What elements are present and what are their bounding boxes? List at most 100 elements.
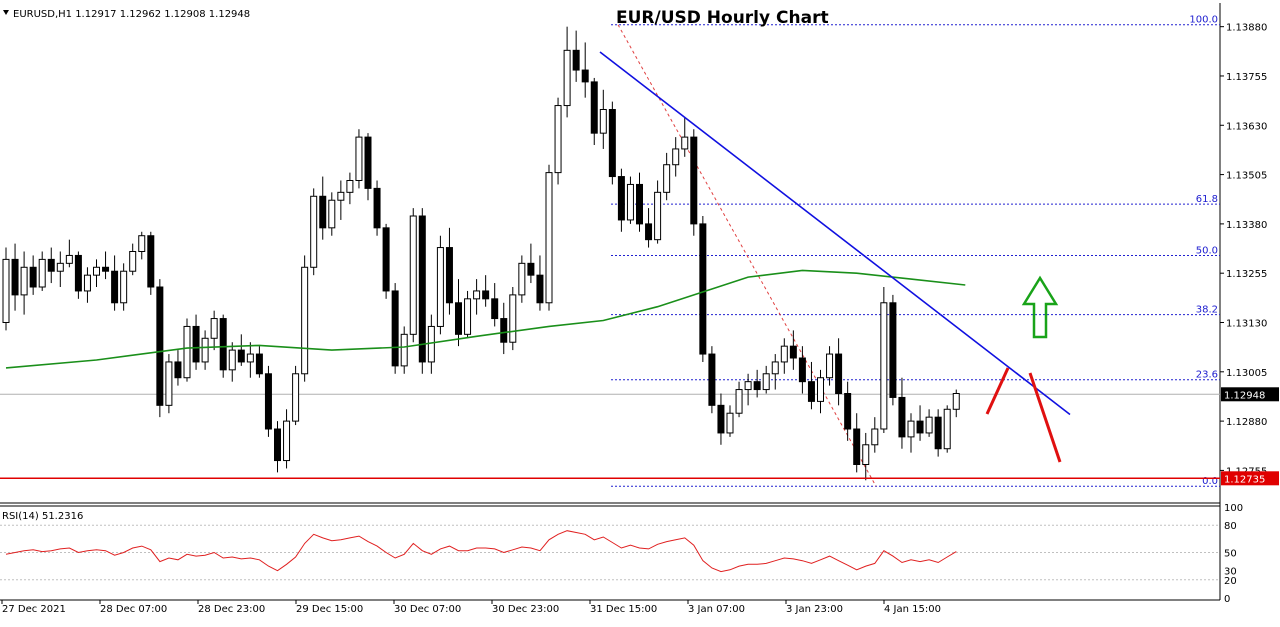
candle-body	[645, 223, 653, 241]
candle-body	[83, 274, 91, 292]
candle-body	[807, 381, 815, 402]
rsi-tick-label: 80	[1224, 521, 1237, 532]
candle-body	[56, 262, 64, 272]
candle-body	[301, 266, 309, 375]
candle-body	[726, 412, 734, 434]
candle-body	[590, 81, 598, 134]
candle-body	[943, 408, 951, 450]
candle-body	[500, 318, 508, 343]
fib-diagonal-line	[617, 24, 877, 487]
candle-body	[473, 290, 481, 300]
candle-body	[518, 262, 526, 296]
candle-body	[925, 416, 933, 434]
candle-body	[672, 148, 680, 166]
candle-body	[699, 223, 707, 355]
candle-body	[129, 251, 137, 272]
candle-body	[436, 247, 444, 327]
candle-body	[201, 337, 209, 363]
candle-body	[228, 349, 236, 371]
candle-body	[364, 136, 372, 189]
rsi-tick-label: 20	[1224, 576, 1237, 587]
candle-body	[835, 353, 843, 394]
time-tick-label: 30 Dec 07:00	[394, 604, 461, 615]
candle-body	[853, 428, 861, 465]
red-drop-stroke	[1028, 372, 1062, 463]
fib-level-label: 61.8	[1196, 194, 1218, 205]
candle-body	[65, 254, 73, 264]
price-tick-label: 1.13505	[1226, 171, 1267, 182]
candle-body	[554, 105, 562, 174]
candle-body	[952, 393, 960, 410]
candle-body	[147, 235, 155, 288]
rsi-tick-label: 30	[1224, 567, 1237, 578]
candle-body	[780, 345, 788, 363]
candle-body	[174, 361, 182, 379]
time-axis: 27 Dec 2021 28 Dec 07:00 28 Dec 23:00 29 De…	[1, 600, 941, 615]
candle-body	[391, 290, 399, 367]
support-price-box	[1221, 471, 1279, 486]
rsi-tick-label: 0	[1224, 594, 1230, 605]
current-price-box	[1221, 387, 1279, 402]
candle-body	[681, 136, 689, 150]
chart-title: EUR/USD Hourly Chart	[616, 8, 829, 28]
current-price-label: 1.12948	[1224, 390, 1265, 401]
candle-body	[898, 396, 906, 438]
candle-body	[826, 353, 834, 379]
candle-body	[373, 187, 381, 229]
candle-body	[572, 49, 580, 71]
candle-body	[617, 176, 625, 221]
candle-body	[409, 215, 417, 335]
candle-body	[771, 361, 779, 375]
price-axis: 1.13880 1.13755 1.13630 1.13505 1.13380 1.132…	[1220, 23, 1279, 486]
candle-body	[844, 393, 852, 430]
fib-level-label: 23.6	[1196, 370, 1218, 381]
candle-body	[889, 302, 897, 398]
candle-body	[563, 49, 571, 107]
annotations	[0, 51, 1220, 480]
candle-body	[753, 381, 761, 391]
candle-body	[464, 298, 472, 335]
candle-body	[527, 262, 535, 276]
candle-body	[789, 345, 797, 359]
candle-body	[319, 195, 327, 229]
candle-body	[491, 298, 499, 320]
price-tick-label: 1.13255	[1226, 269, 1267, 280]
time-tick-label: 29 Dec 15:00	[296, 604, 363, 615]
price-tick-label: 1.12880	[1226, 417, 1267, 428]
trendline-resistance	[599, 51, 1071, 416]
candle-body	[934, 416, 942, 450]
candle-body	[274, 428, 281, 462]
dropdown-triangle-icon[interactable]	[3, 10, 9, 15]
candle-body	[102, 266, 110, 272]
candle-body	[74, 254, 82, 292]
candle-body	[93, 266, 100, 276]
candle-body	[907, 420, 915, 438]
symbol-ohlc-label: EURUSD,H1 1.12917 1.12962 1.12908 1.1294…	[13, 9, 250, 20]
candle-body	[762, 373, 770, 391]
candle-body	[29, 266, 37, 288]
candle-body	[156, 286, 164, 406]
price-tick-label: 1.13130	[1226, 319, 1267, 330]
price-tick-label: 1.13005	[1226, 368, 1267, 379]
support-price-label: 1.12735	[1224, 474, 1265, 485]
candle-body	[382, 227, 390, 292]
moving-average	[5, 269, 966, 369]
red-bounce-stroke	[985, 367, 1010, 415]
candle-body	[138, 235, 146, 253]
time-tick-label: 27 Dec 2021	[2, 604, 66, 615]
candle-body	[871, 428, 879, 446]
rsi-line	[5, 530, 957, 573]
time-tick-label: 30 Dec 23:00	[492, 604, 559, 615]
candle-body	[210, 318, 218, 339]
candle-body	[708, 353, 716, 406]
candle-body	[817, 377, 824, 402]
rsi-tick-label: 100	[1224, 503, 1243, 514]
time-tick-label: 4 Jan 15:00	[884, 604, 941, 615]
candle-body	[11, 258, 19, 296]
price-tick-label: 1.13380	[1226, 220, 1267, 231]
candle-body	[744, 381, 752, 391]
candle-body	[310, 195, 318, 268]
candle-body	[47, 258, 55, 272]
